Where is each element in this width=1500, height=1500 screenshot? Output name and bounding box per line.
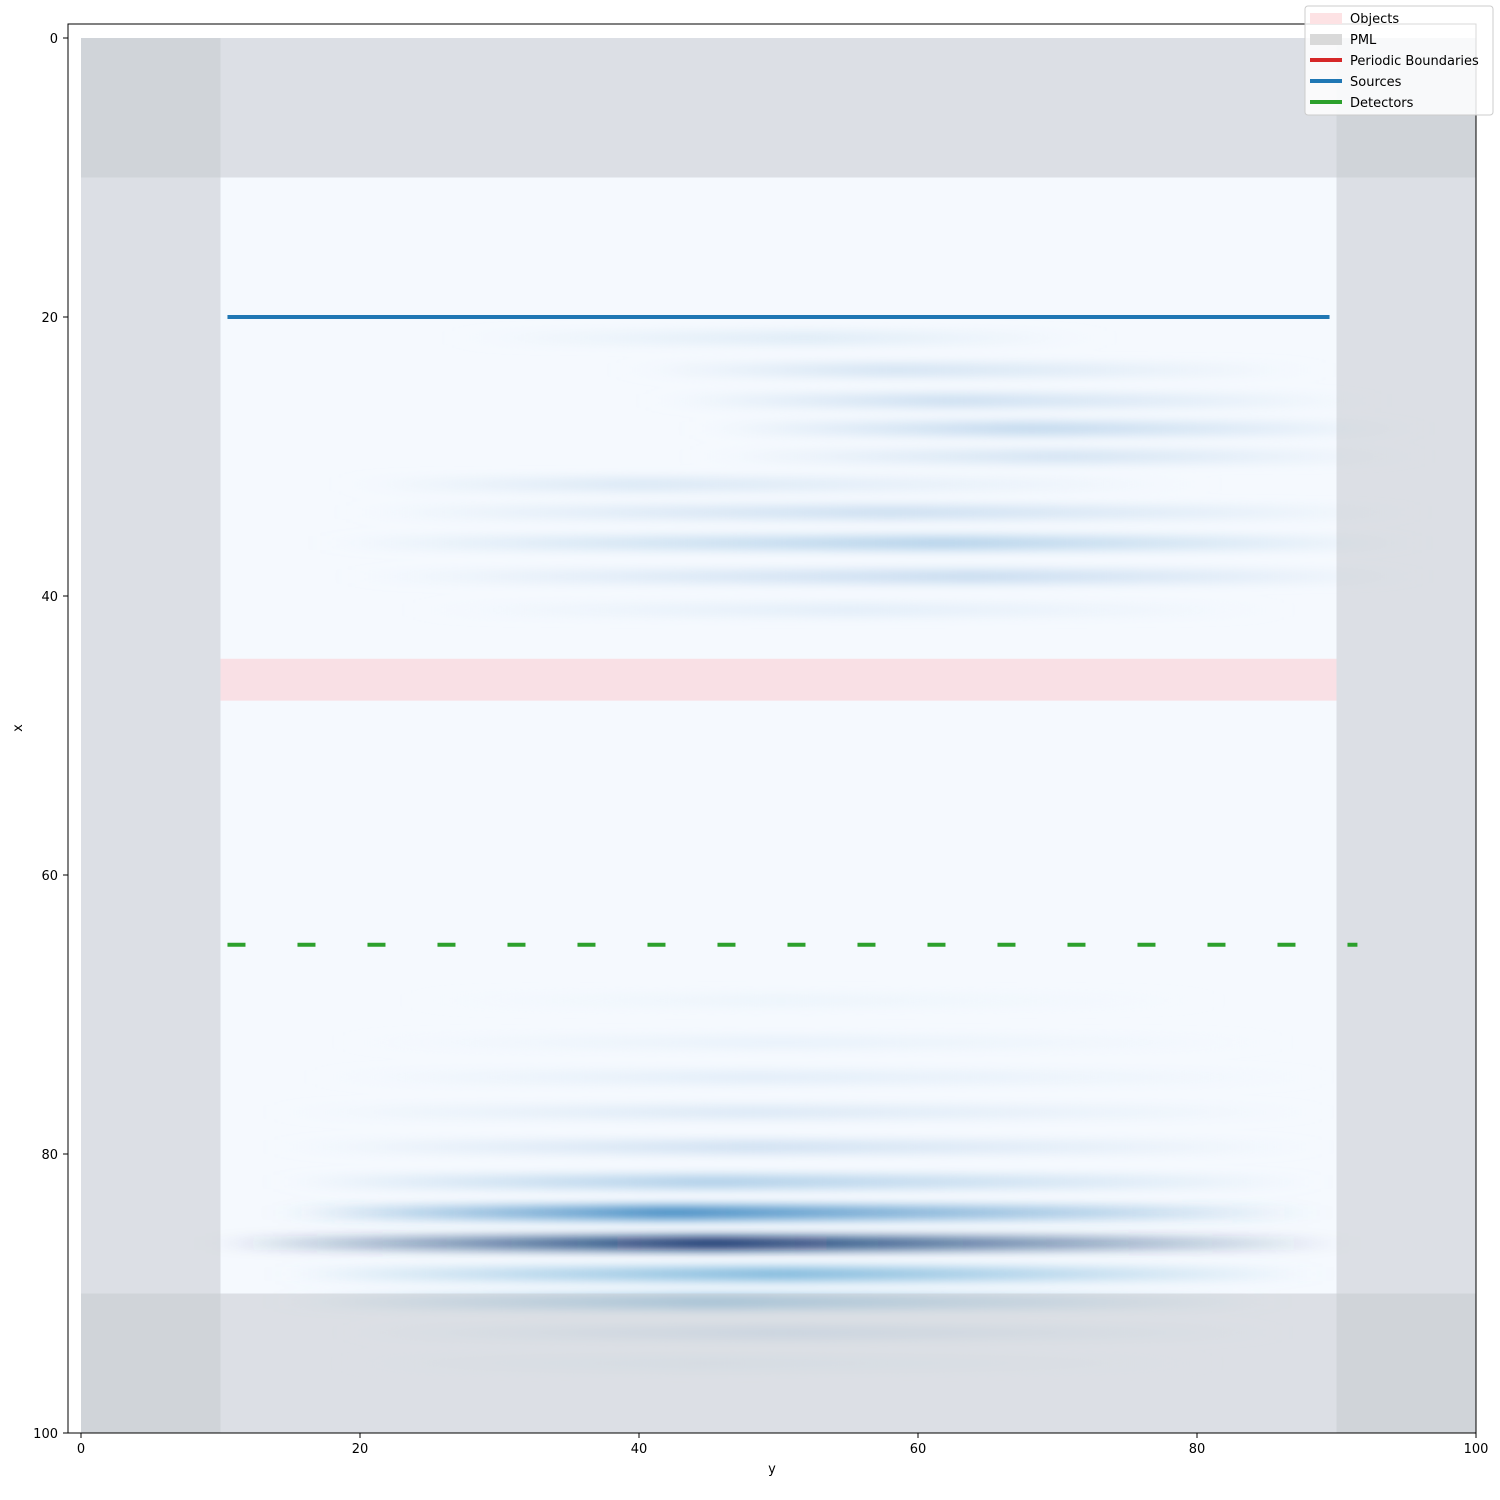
legend-frame <box>1304 5 1494 116</box>
simulation-domain <box>81 38 1476 1433</box>
pml-region <box>81 38 221 1433</box>
field-band <box>332 1070 1309 1085</box>
x-tick-label: 0 <box>77 1442 85 1457</box>
field-band <box>290 1140 1309 1154</box>
field-band <box>360 477 1197 492</box>
y-axis-ticks: 0 20 40 60 80 100 <box>33 32 68 1442</box>
field-band <box>708 421 1407 436</box>
field-band <box>666 393 1365 408</box>
field-band <box>220 1236 1337 1251</box>
pml-layer <box>81 38 1476 1433</box>
field-band <box>290 1266 1309 1281</box>
y-tick-label: 60 <box>41 869 58 884</box>
field-band <box>639 363 1309 377</box>
plot-frame <box>67 23 1477 1434</box>
field-band <box>360 505 1407 520</box>
legend-label: Objects <box>1350 12 1399 27</box>
y-tick-label: 0 <box>50 32 58 47</box>
field-band <box>429 993 1197 1008</box>
legend-swatch <box>1310 34 1342 45</box>
x-axis-label: y <box>768 1462 776 1477</box>
pml-region <box>1336 38 1476 1433</box>
field-band <box>360 569 1407 584</box>
y-tick-label: 100 <box>33 1427 58 1442</box>
pml-region <box>81 1293 1476 1433</box>
legend-label: Detectors <box>1350 96 1414 111</box>
field-band <box>471 330 1086 345</box>
x-tick-label: 100 <box>1464 1442 1489 1457</box>
plot-area <box>68 24 1476 1433</box>
objects-layer <box>220 658 1337 701</box>
field-band <box>290 1174 1309 1189</box>
x-tick-label: 60 <box>910 1442 927 1457</box>
y-tick-label: 20 <box>41 311 58 326</box>
field-band <box>360 1035 1267 1050</box>
y-tick-label: 40 <box>41 590 58 605</box>
y-tick-label: 80 <box>41 1148 58 1163</box>
x-tick-label: 80 <box>1189 1442 1206 1457</box>
x-tick-label: 20 <box>352 1442 369 1457</box>
field-band <box>290 1105 1309 1120</box>
object-region <box>220 658 1337 701</box>
field-band <box>708 449 1407 464</box>
field-band <box>332 536 1407 550</box>
legend: Objects PML Periodic Boundaries Sources Dete… <box>1304 5 1494 116</box>
y-axis-label: x <box>11 724 26 732</box>
legend-label: Periodic Boundaries <box>1350 54 1479 69</box>
legend-label: PML <box>1350 33 1377 48</box>
legend-label: Sources <box>1350 75 1402 90</box>
legend-swatch <box>1310 13 1342 24</box>
pml-region <box>81 38 1476 178</box>
x-tick-label: 40 <box>631 1442 648 1457</box>
x-axis-ticks: 0 20 40 60 80 100 <box>77 1433 1489 1457</box>
field-band <box>290 1205 1309 1220</box>
field-band <box>429 602 1267 617</box>
